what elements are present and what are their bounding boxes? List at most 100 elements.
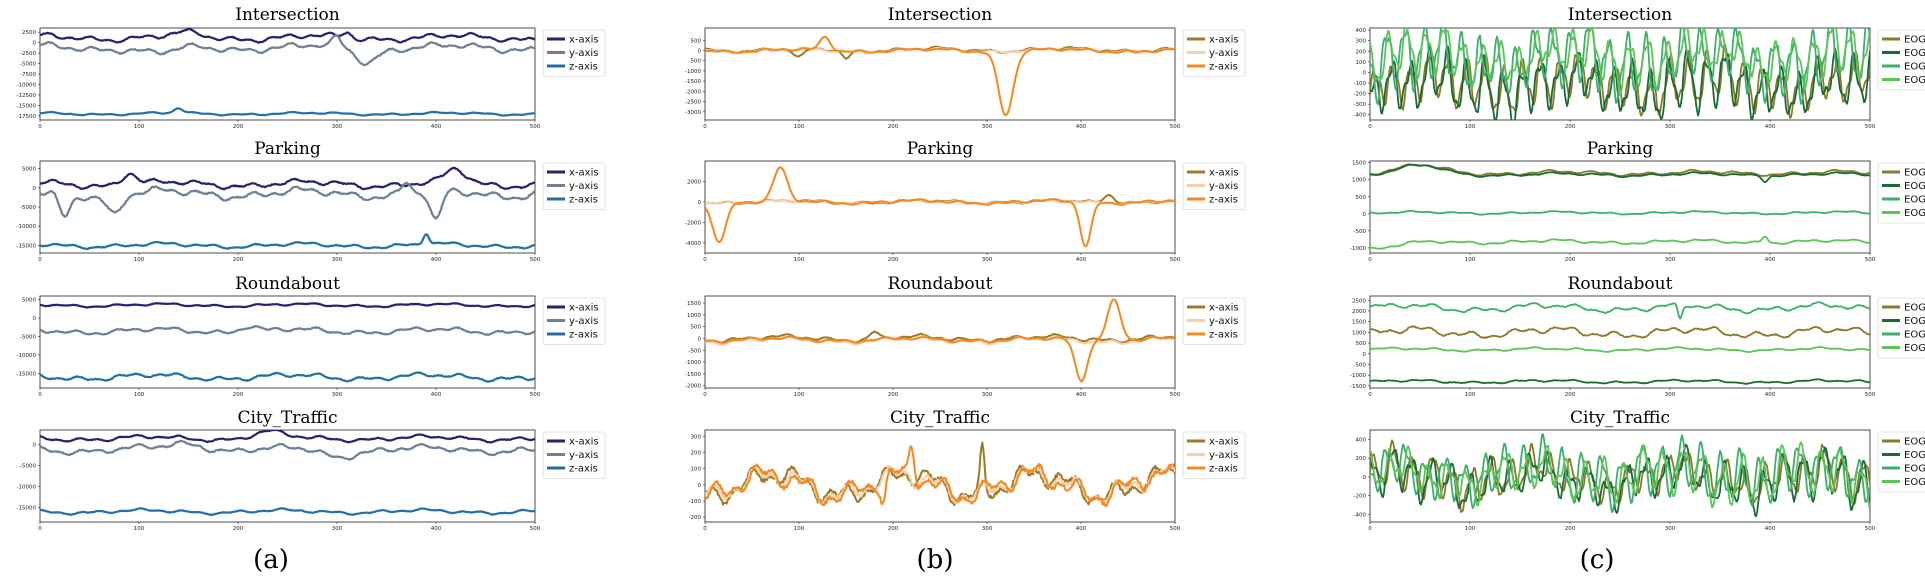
y-tick-label: 300 (691, 434, 702, 440)
series-line-eog-l (1370, 325, 1870, 339)
y-tick-label: 2500 (1352, 298, 1366, 304)
y-tick-label: 0 (33, 186, 37, 192)
legend-label: EOG-V (1904, 75, 1925, 86)
legend-box (1877, 431, 1925, 493)
subplot-b-city-traffic: City_Traffic 0 100 200 300 400 500 300 200 100 0 -1… (689, 408, 1246, 532)
x-tick-label: 500 (1865, 526, 1876, 532)
x-tick-label: 100 (794, 526, 805, 532)
x-tick-label: 500 (1865, 392, 1876, 398)
legend-label: EOG-R (1904, 450, 1925, 461)
plot-frame (704, 27, 1176, 121)
x-tick-label: 500 (1170, 124, 1181, 130)
y-tick-label: -1000 (685, 360, 701, 366)
x-tick-label: 300 (332, 257, 343, 263)
x-tick-label: 0 (38, 257, 42, 263)
x-tick-label: 100 (134, 526, 145, 532)
x-tick-label: 0 (703, 257, 707, 263)
series-line-eog-h (1370, 433, 1870, 513)
subplot-title: City_Traffic (890, 408, 990, 428)
legend-label: y-axis (569, 181, 598, 192)
x-tick-label: 100 (794, 392, 805, 398)
y-tick-label: -1500 (685, 372, 701, 378)
y-tick-label: 100 (1356, 60, 1367, 66)
x-tick-label: 300 (332, 392, 343, 398)
y-tick-label: 200 (1356, 49, 1367, 55)
y-tick-label: 1000 (1352, 178, 1366, 184)
y-tick-label: 0 (1363, 212, 1367, 218)
subplot-title: Parking (254, 139, 321, 159)
legend-label: y-axis (569, 316, 598, 327)
series-line-eog-r (1370, 443, 1870, 518)
series-line-eog-r (1370, 163, 1870, 184)
x-tick-label: 0 (38, 526, 42, 532)
x-tick-label: 100 (1465, 392, 1476, 398)
series-line-eog-r (1370, 378, 1870, 385)
legend-label: x-axis (569, 303, 599, 314)
y-tick-label: 2000 (1352, 309, 1366, 315)
y-tick-label: -10000 (17, 224, 37, 230)
legend-box (1877, 297, 1925, 359)
legend-box (1877, 162, 1925, 224)
x-tick-label: 300 (1665, 392, 1676, 398)
subplot-a-roundabout: Roundabout 0 100 200 300 400 500 5000 0 -5000 -100… (17, 274, 606, 398)
y-tick-label: 400 (1356, 437, 1367, 443)
y-tick-label: -1000 (685, 69, 701, 75)
y-tick-label: -10000 (17, 353, 37, 359)
y-tick-label: 500 (1356, 195, 1367, 201)
series-line-eog-h (1370, 28, 1870, 106)
x-tick-label: 200 (233, 257, 244, 263)
x-tick-label: 100 (794, 257, 805, 263)
subplot-title: City_Traffic (237, 408, 337, 428)
y-tick-label: -15000 (17, 243, 37, 249)
y-tick-label: 0 (698, 336, 702, 342)
series-line-y-axis (40, 439, 535, 461)
legend-label: x-axis (569, 437, 599, 448)
subplot-title: City_Traffic (1570, 408, 1670, 428)
legend-label: y-axis (1209, 181, 1238, 192)
y-tick-label: -5000 (20, 62, 36, 68)
x-tick-label: 300 (1665, 257, 1676, 263)
series-line-eog-v (1370, 441, 1870, 511)
subplot-title: Intersection (235, 5, 339, 25)
x-tick-label: 300 (982, 526, 993, 532)
subplot-c-parking: Parking 0 100 200 300 400 500 1500 1000 500 0 -500 -… (1350, 139, 1925, 263)
caption-a: (a) (253, 545, 289, 575)
legend-label: EOG-L (1904, 303, 1925, 314)
x-tick-label: 500 (1170, 526, 1181, 532)
x-tick-label: 0 (1368, 257, 1372, 263)
x-tick-label: 400 (1076, 257, 1087, 263)
series-line-z-axis (705, 445, 1175, 508)
x-tick-label: 100 (794, 124, 805, 130)
y-tick-label: -15000 (17, 371, 37, 377)
y-tick-label: 2500 (22, 30, 36, 36)
legend-label: y-axis (1209, 316, 1238, 327)
x-tick-label: 500 (1170, 257, 1181, 263)
y-tick-label: 500 (691, 325, 702, 331)
y-tick-label: 0 (33, 316, 37, 322)
x-tick-label: 400 (1076, 526, 1087, 532)
y-tick-label: 0 (1363, 475, 1367, 481)
legend-label: y-axis (569, 450, 598, 461)
y-tick-label: -200 (1354, 92, 1367, 98)
series-line-z-axis (705, 298, 1175, 383)
y-tick-label: 0 (33, 41, 37, 47)
x-tick-label: 200 (233, 526, 244, 532)
y-tick-label: -15000 (17, 103, 37, 109)
y-tick-label: 2000 (687, 179, 701, 185)
series-line-eog-v (1370, 346, 1870, 353)
y-tick-label: -200 (689, 515, 702, 521)
y-tick-label: -2000 (685, 89, 701, 95)
subplot-title: Roundabout (888, 274, 993, 294)
x-tick-label: 0 (1368, 392, 1372, 398)
y-tick-label: 400 (1356, 28, 1367, 34)
legend-label: EOG-L (1904, 168, 1925, 179)
y-tick-label: -1500 (685, 79, 701, 85)
subplot-a-intersection: Intersection 0 100 200 300 400 500 2500 0 -2500 -5… (17, 5, 606, 130)
x-tick-label: 500 (530, 257, 541, 263)
legend-label: y-axis (1209, 450, 1238, 461)
y-tick-label: -1500 (1350, 384, 1366, 390)
x-tick-label: 200 (888, 526, 899, 532)
x-tick-label: 100 (134, 257, 145, 263)
x-tick-label: 400 (1765, 526, 1776, 532)
